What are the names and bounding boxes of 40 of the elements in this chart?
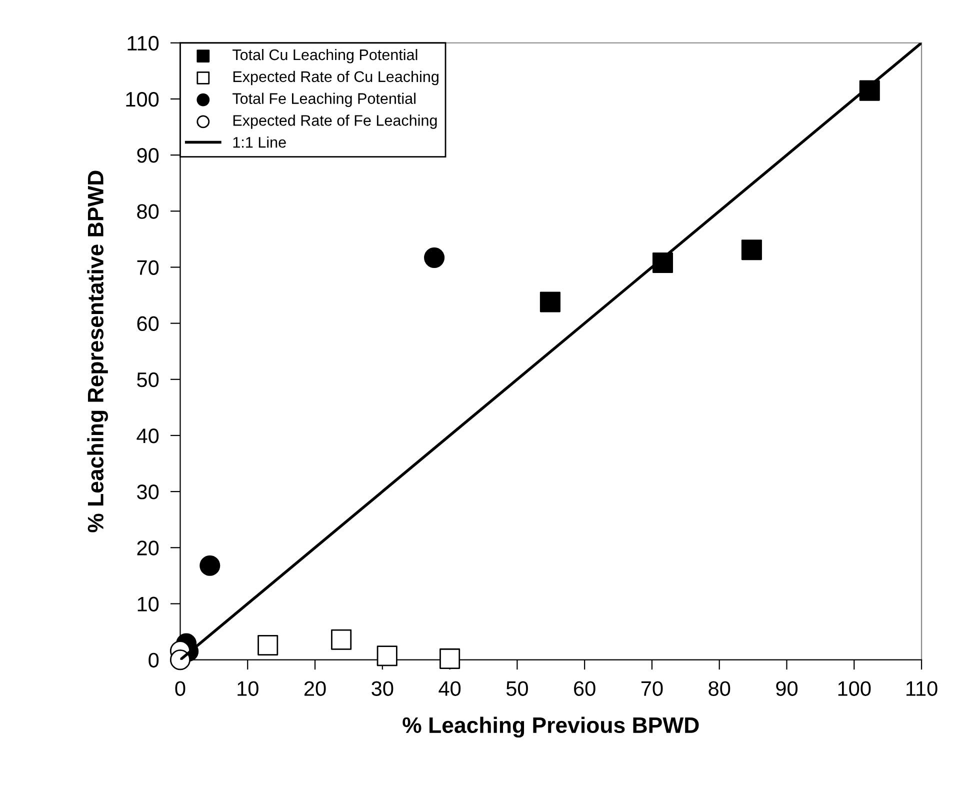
legend-label: Expected Rate of Fe Leaching xyxy=(233,114,437,129)
y-tick-label: 40 xyxy=(136,428,159,444)
x-tick-label: 10 xyxy=(238,681,258,696)
legend-label: Expected Rate of Cu Leaching xyxy=(233,70,438,86)
point xyxy=(200,555,220,576)
point xyxy=(258,634,278,656)
y-tick-label: 100 xyxy=(126,92,159,107)
x-tick-label: 100 xyxy=(838,681,871,696)
point xyxy=(424,247,445,268)
y-tick-label: 50 xyxy=(137,372,159,388)
x-tick-label: 60 xyxy=(574,681,596,696)
y-tick-label: 30 xyxy=(137,484,159,500)
point xyxy=(440,648,460,669)
x-tick-label: 110 xyxy=(906,681,938,696)
y-tick-label: 70 xyxy=(137,260,159,275)
point xyxy=(170,650,190,670)
point xyxy=(376,646,398,666)
x-tick-label: 40 xyxy=(438,681,461,696)
x-tick-label: 50 xyxy=(506,681,528,696)
y-tick-label: 10 xyxy=(138,596,159,612)
x-tick-label: 30 xyxy=(372,681,394,696)
point xyxy=(331,629,352,650)
point xyxy=(540,292,560,312)
legend-label: 1:1 Line xyxy=(233,136,286,148)
y-tick-label: 90 xyxy=(137,148,159,163)
point xyxy=(741,240,762,260)
y-tick-label: 0 xyxy=(148,652,159,668)
y-axis-title: % Leaching Representative BPWD xyxy=(87,170,108,532)
x-tick-label: 80 xyxy=(708,681,730,696)
x-tick-label: 20 xyxy=(304,681,326,696)
legend-label: Total Cu Leaching Potential xyxy=(232,48,418,64)
x-tick-label: 0 xyxy=(175,681,186,696)
y-tick-label: 110 xyxy=(128,36,159,51)
x-axis-title: % Leaching Previous BPWD xyxy=(402,716,699,738)
y-tick-label: 60 xyxy=(137,316,159,332)
y-tick-label: 80 xyxy=(137,204,159,219)
x-tick-label: 90 xyxy=(776,681,798,696)
legend-label: Total Fe Leaching Potential xyxy=(232,92,416,107)
y-tick-label: 20 xyxy=(137,540,159,556)
x-tick-label: 70 xyxy=(641,681,663,696)
